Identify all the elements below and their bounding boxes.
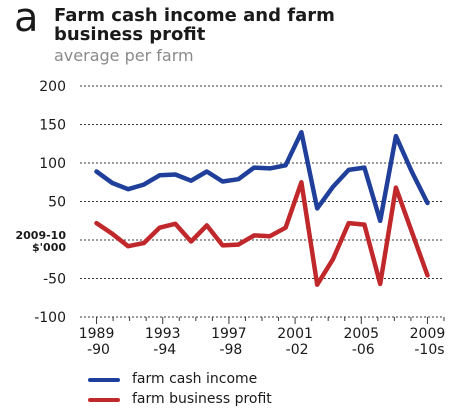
- legend-item-cash-income: farm cash income: [88, 370, 388, 390]
- y-tick-label: 150: [39, 118, 66, 134]
- legend-swatch-cash-income: [88, 378, 120, 382]
- x-tick-label: 2001: [277, 326, 313, 342]
- x-tick-label-sub: -90: [87, 342, 110, 358]
- x-tick-label-sub: -98: [219, 342, 242, 358]
- legend: farm cash income farm business profit: [88, 370, 388, 410]
- line-chart: -100 -50 50 100 150 200 2009-10 $'000 1989-90…: [16, 79, 446, 358]
- x-tick-label-sub: -94: [153, 342, 176, 358]
- x-tick-label: 1997: [211, 326, 247, 342]
- y-tick-label: 200: [39, 79, 66, 95]
- chart-title-line-2: business profit: [54, 24, 206, 45]
- chart-title: Farm cash income and farm business profi…: [54, 6, 374, 44]
- y-tick-label: 100: [39, 156, 66, 172]
- x-tick-label-sub: -10s: [414, 342, 444, 358]
- legend-swatch-business-profit: [88, 398, 120, 402]
- legend-label-business-profit: farm business profit: [132, 391, 272, 407]
- y-tick-label: -100: [34, 310, 66, 326]
- panel-letter: a: [14, 0, 39, 41]
- chart-title-line-1: Farm cash income and farm: [54, 5, 335, 26]
- series-line-cash-income: [94, 129, 430, 224]
- y-tick-label: 50: [48, 195, 66, 211]
- x-tick-label: 1993: [145, 326, 181, 342]
- chart-subtitle: average per farm: [54, 46, 194, 65]
- series-line-business-profit: [94, 180, 430, 287]
- x-tick-label-sub: -02: [286, 342, 309, 358]
- x-tick-label-sub: -06: [352, 342, 375, 358]
- y-axis-label-line-1: 2009-10: [16, 229, 67, 242]
- x-axis: 1989-90 1993-94 1997-98 2001-02 2005-06 2009-…: [79, 317, 446, 358]
- y-axis-label-line-2: $'000: [32, 241, 66, 254]
- legend-label-cash-income: farm cash income: [132, 371, 258, 387]
- y-tick-label: -50: [43, 272, 66, 288]
- x-tick-label: 1989: [79, 326, 115, 342]
- grid-lines: [80, 85, 444, 318]
- y-tick-labels: -100 -50 50 100 150 200: [34, 79, 66, 326]
- x-tick-label: 2005: [343, 326, 379, 342]
- x-tick-label: 2009: [410, 326, 446, 342]
- series-lines: [94, 129, 430, 287]
- legend-item-business-profit: farm business profit: [88, 390, 388, 410]
